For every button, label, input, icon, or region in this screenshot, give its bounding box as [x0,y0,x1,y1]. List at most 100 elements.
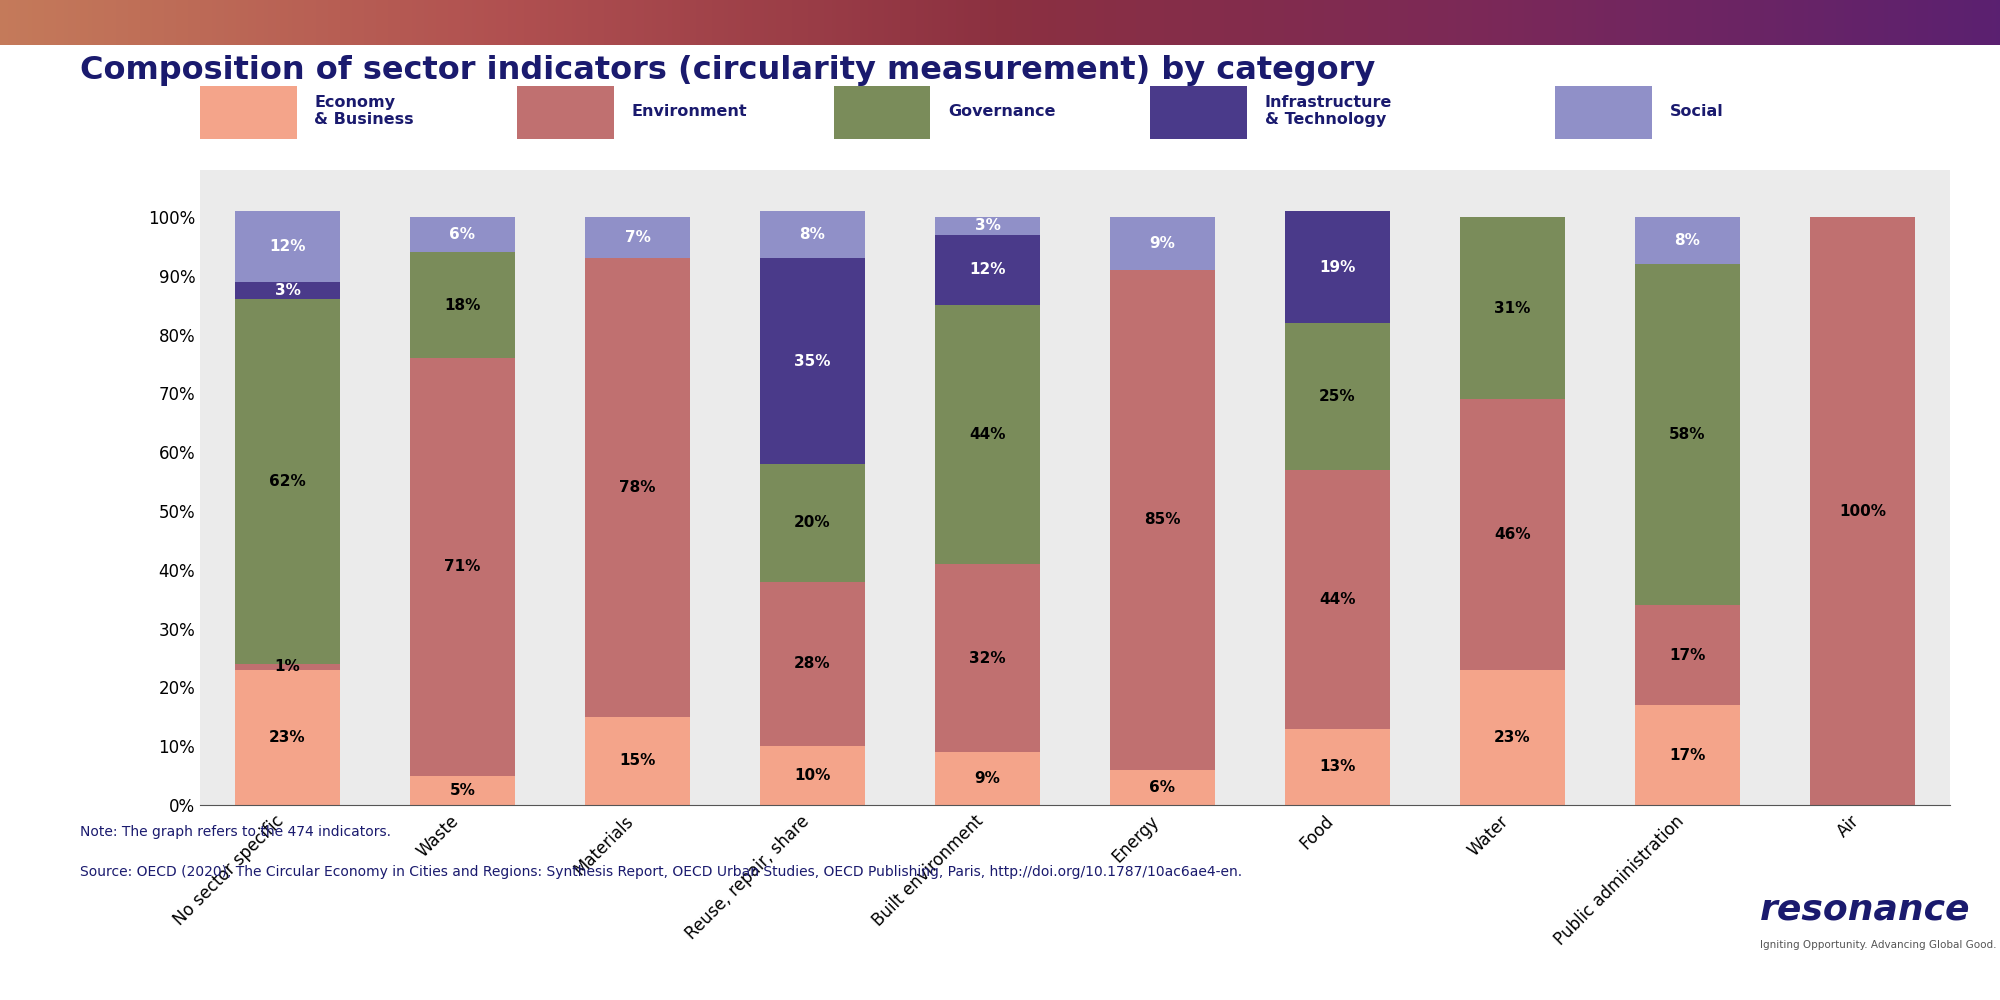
Bar [1532,0,1536,45]
Bar [728,0,732,45]
Bar [676,0,680,45]
Bar [1940,0,1944,45]
Bar [372,0,376,45]
Bar [1808,0,1812,45]
Bar [300,0,304,45]
Bar [1992,0,1996,45]
Bar [956,0,960,45]
Bar [834,86,930,139]
Bar [1376,0,1380,45]
Bar [836,0,840,45]
Bar [20,0,24,45]
Bar [1892,0,1896,45]
Text: 35%: 35% [794,354,830,369]
Bar [1110,270,1216,770]
Bar [696,0,700,45]
Bar [136,0,140,45]
Bar [996,0,1000,45]
Bar [448,0,452,45]
Bar [440,0,444,45]
Bar [108,0,112,45]
Bar [492,0,496,45]
Bar [32,0,36,45]
Bar [1840,0,1844,45]
Bar [1812,0,1816,45]
Bar [1284,0,1288,45]
Text: 8%: 8% [1674,233,1700,248]
Bar [1092,0,1096,45]
Bar [0,0,4,45]
Bar [124,0,128,45]
Text: 12%: 12% [970,262,1006,277]
Bar [1792,0,1796,45]
Bar [796,0,800,45]
Bar [628,0,632,45]
Bar [1676,0,1680,45]
Bar [1796,0,1800,45]
Text: 32%: 32% [970,651,1006,666]
Bar [1964,0,1968,45]
Bar [764,0,768,45]
Bar [1968,0,1972,45]
Bar [1040,0,1044,45]
Bar [164,0,168,45]
Bar [528,0,532,45]
Bar [964,0,968,45]
Bar [1536,0,1540,45]
Bar [632,0,636,45]
Bar [460,0,464,45]
Bar [160,0,164,45]
Bar [932,0,936,45]
Bar [1356,0,1360,45]
Bar [1624,0,1628,45]
Bar [616,0,620,45]
Bar [1616,0,1620,45]
Bar [408,0,412,45]
Bar [972,0,976,45]
Bar [288,0,292,45]
Bar [780,0,784,45]
Bar [1336,0,1340,45]
Bar [548,0,552,45]
Bar [336,0,340,45]
Bar [1300,0,1304,45]
Bar [244,0,248,45]
Bar [1012,0,1016,45]
Bar [1304,0,1308,45]
Bar [1340,0,1344,45]
Bar [432,0,436,45]
Text: 7%: 7% [624,230,650,245]
Bar [1772,0,1776,45]
Bar [152,0,156,45]
Bar [36,0,40,45]
Bar [1110,217,1216,270]
Bar [684,0,688,45]
Bar [760,0,764,45]
Bar [592,0,596,45]
Bar [1880,0,1884,45]
Bar [1128,0,1132,45]
Text: 23%: 23% [270,730,306,745]
Bar [644,0,648,45]
Bar [1404,0,1408,45]
Bar [1268,0,1272,45]
Bar [1100,0,1104,45]
Bar [280,0,284,45]
Bar [1732,0,1736,45]
Bar [1284,211,1390,323]
Bar [624,0,628,45]
Bar [410,776,516,805]
Bar [1284,323,1390,470]
Bar [1876,0,1880,45]
Bar [1224,0,1228,45]
Bar [188,0,192,45]
Text: 9%: 9% [1150,236,1176,251]
Bar [236,670,340,805]
Bar [1416,0,1420,45]
Bar [52,0,56,45]
Bar [1810,217,1914,805]
Bar [1488,0,1492,45]
Bar [912,0,916,45]
Bar [1692,0,1696,45]
Bar [668,0,672,45]
